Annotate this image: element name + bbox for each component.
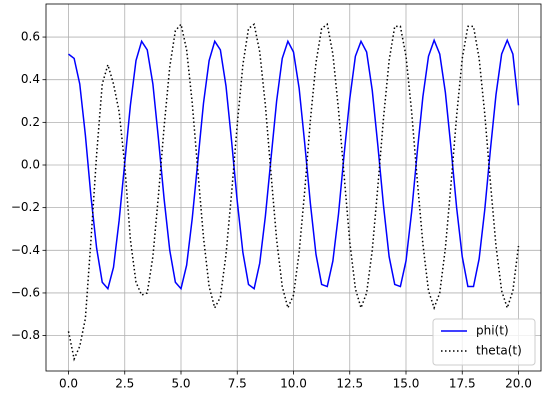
x-tick-label: 7.5 — [228, 377, 247, 391]
y-tick-label: 0.0 — [21, 158, 40, 172]
x-tick-label: 5.0 — [171, 377, 190, 391]
axes-layer: 0.0 2.5 5.0 7.5 10.0 12.5 15.0 17.5 20.0 −0.8 −0.6… — [11, 30, 532, 391]
series-line — [68, 38, 520, 291]
y-tick-label: −0.6 — [11, 285, 40, 299]
line-layer — [67, 22, 520, 362]
series-line — [67, 22, 520, 362]
x-tick-label: 10.0 — [280, 377, 307, 391]
legend-label: phi(t) — [476, 324, 509, 338]
grid-layer — [46, 4, 541, 371]
x-tick-label: 12.5 — [336, 377, 363, 391]
legend: phi(t) theta(t) — [432, 318, 536, 366]
legend-label: theta(t) — [476, 344, 522, 358]
x-tick-label: 0.0 — [59, 377, 78, 391]
y-tick-label: 0.4 — [21, 72, 40, 86]
y-tick-label: 0.2 — [21, 115, 40, 129]
y-tick-label: −0.8 — [11, 328, 40, 342]
y-tick-label: −0.2 — [11, 200, 40, 214]
x-tick-label: 20.0 — [505, 377, 532, 391]
y-tick-label: −0.4 — [11, 243, 40, 257]
x-tick-label: 2.5 — [115, 377, 134, 391]
x-tick-label: 15.0 — [393, 377, 420, 391]
x-tick-label: 17.5 — [449, 377, 476, 391]
y-tick-label: 0.6 — [21, 30, 40, 44]
